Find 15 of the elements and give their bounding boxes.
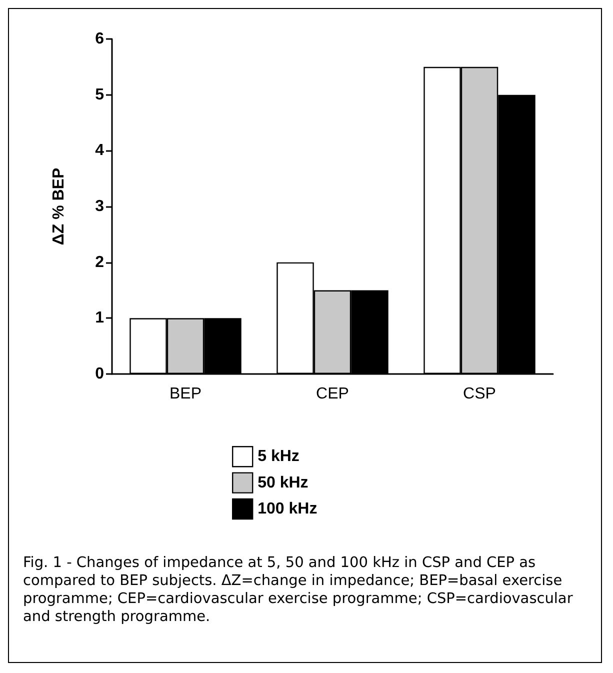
x-tick-label: CEP [316, 386, 349, 402]
y-tick-label: 4 [95, 142, 104, 160]
legend-label: 100 kHz [258, 500, 318, 518]
legend-label: 5 kHz [258, 448, 300, 466]
y-tick-label: 6 [95, 30, 104, 48]
y-tick-label: 0 [95, 366, 104, 382]
x-tick-label: CSP [463, 386, 496, 402]
y-tick-label: 3 [95, 198, 104, 215]
y-axis-title: ΔZ % BEP [50, 168, 68, 246]
y-tick-label: 2 [95, 254, 104, 271]
caption: Fig. 1 - Changes of impedance at 5, 50 and 100 kHz in CSP and CEP as compared to BEP subjects. ΔZ=change in impedance; BEP=basal exercise programme; CEP=cardiovascular exercise programme; CSP=cardiovascular and strength programme. [23, 554, 574, 626]
y-tick-label: 5 [95, 86, 104, 104]
legend-label: 50 kHz [258, 474, 308, 492]
y-tick-label: 1 [95, 310, 104, 327]
x-tick-label: BEP [169, 386, 202, 402]
